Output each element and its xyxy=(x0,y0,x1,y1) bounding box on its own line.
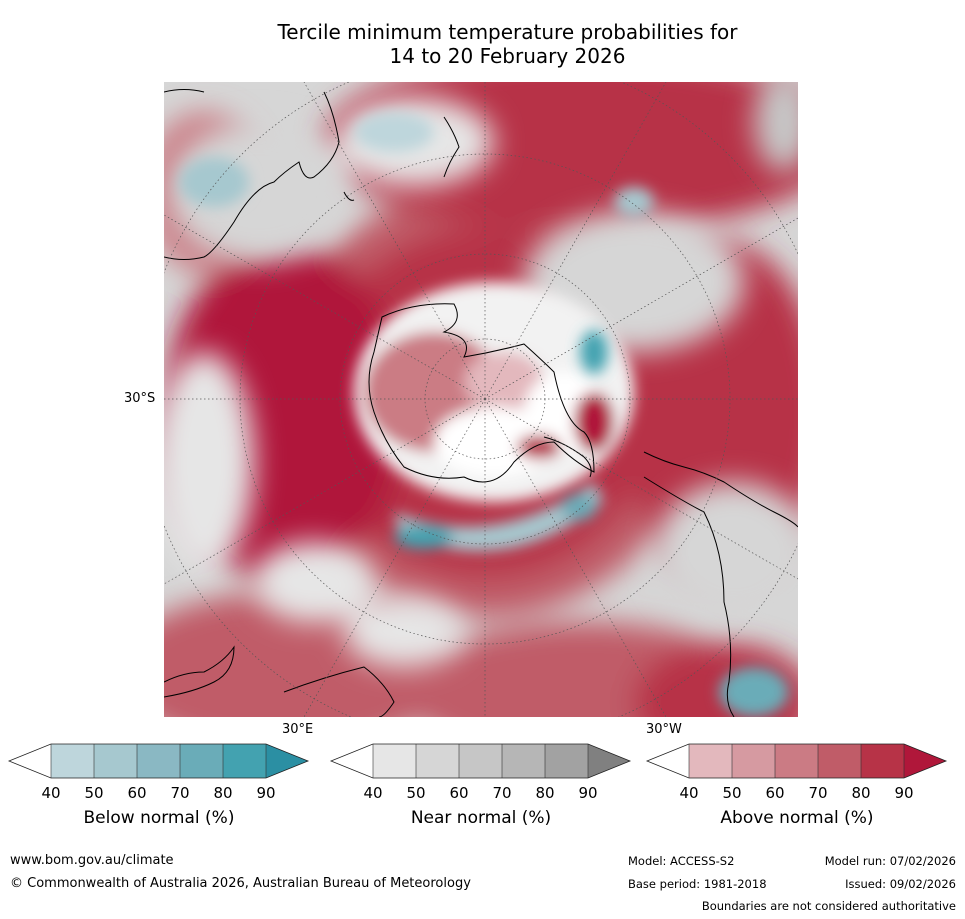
colorbar-near: 40 50 60 70 80 90 xyxy=(329,743,632,802)
near-normal-patches xyxy=(164,82,798,667)
above-segment xyxy=(818,744,861,778)
below-segment xyxy=(94,744,137,778)
below-tick-label: 40 xyxy=(41,784,60,802)
near-segment xyxy=(545,744,588,778)
below-tick-label: 80 xyxy=(213,784,232,802)
above-tick-label: 40 xyxy=(679,784,698,802)
latitude-label-30s: 30°S xyxy=(124,391,156,406)
above-segment xyxy=(775,744,818,778)
near-segment xyxy=(416,744,459,778)
near-tick-label: 80 xyxy=(535,784,554,802)
above-segment xyxy=(861,744,904,778)
above-extension-low xyxy=(647,744,689,778)
probability-map xyxy=(164,82,798,717)
above-segment xyxy=(689,744,732,778)
near-segment xyxy=(502,744,545,778)
legend-above-normal: 40 50 60 70 80 90 xyxy=(645,743,948,813)
near-segment xyxy=(373,744,416,778)
legend-above-title: Above normal (%) xyxy=(720,808,874,828)
footer-model-run: Model run: 07/02/2026 xyxy=(824,854,956,868)
below-segment xyxy=(137,744,180,778)
above-extension-high xyxy=(904,744,946,778)
above-segment xyxy=(732,744,775,778)
map-canvas xyxy=(164,82,798,717)
legend-below-normal: 40 50 60 70 80 90 xyxy=(7,743,310,813)
below-segment xyxy=(51,744,94,778)
legend-near-title: Near normal (%) xyxy=(410,808,552,828)
near-tick-label: 90 xyxy=(578,784,597,802)
footer-model: Model: ACCESS-S2 xyxy=(628,854,735,868)
below-tick-label: 90 xyxy=(256,784,275,802)
near-tick-label: 40 xyxy=(363,784,382,802)
near-tick-label: 70 xyxy=(492,784,511,802)
above-tick-label: 50 xyxy=(722,784,741,802)
title-line-2: 14 to 20 February 2026 xyxy=(389,44,626,68)
footer-issued: Issued: 09/02/2026 xyxy=(845,877,956,891)
below-normal-regions xyxy=(179,112,789,717)
graticule xyxy=(164,82,798,717)
near-extension-high xyxy=(588,744,630,778)
below-tick-label: 60 xyxy=(127,784,146,802)
below-extension-low xyxy=(9,744,51,778)
longitude-label-30e: 30°E xyxy=(282,722,314,737)
footer-copyright: © Commonwealth of Australia 2026, Austra… xyxy=(10,876,471,891)
below-segment xyxy=(223,744,266,778)
above-tick-label: 90 xyxy=(894,784,913,802)
footer-base-period: Base period: 1981-2018 xyxy=(628,877,767,891)
near-tick-label: 60 xyxy=(449,784,468,802)
antarctic-interior xyxy=(354,282,634,502)
footer-url: www.bom.gov.au/climate xyxy=(10,853,174,868)
below-tick-label: 70 xyxy=(170,784,189,802)
below-segment xyxy=(180,744,223,778)
coastlines xyxy=(164,89,798,717)
longitude-label-30w: 30°W xyxy=(646,722,682,737)
above-tick-label: 60 xyxy=(765,784,784,802)
below-tick-label: 50 xyxy=(84,784,103,802)
near-segment xyxy=(459,744,502,778)
below-extension-high xyxy=(266,744,308,778)
legend-near-normal: 40 50 60 70 80 90 xyxy=(329,743,632,813)
near-tick-label: 50 xyxy=(406,784,425,802)
map-title: Tercile minimum temperature probabilitie… xyxy=(0,20,965,68)
near-extension-low xyxy=(331,744,373,778)
above-tick-label: 80 xyxy=(851,784,870,802)
above-tick-label: 70 xyxy=(808,784,827,802)
colorbar-below: 40 50 60 70 80 90 xyxy=(7,743,310,802)
footer-disclaimer: Boundaries are not considered authoritat… xyxy=(701,899,956,913)
legend-below-title: Below normal (%) xyxy=(83,808,235,828)
title-line-1: Tercile minimum temperature probabilitie… xyxy=(277,20,738,44)
colorbar-above: 40 50 60 70 80 90 xyxy=(645,743,948,802)
